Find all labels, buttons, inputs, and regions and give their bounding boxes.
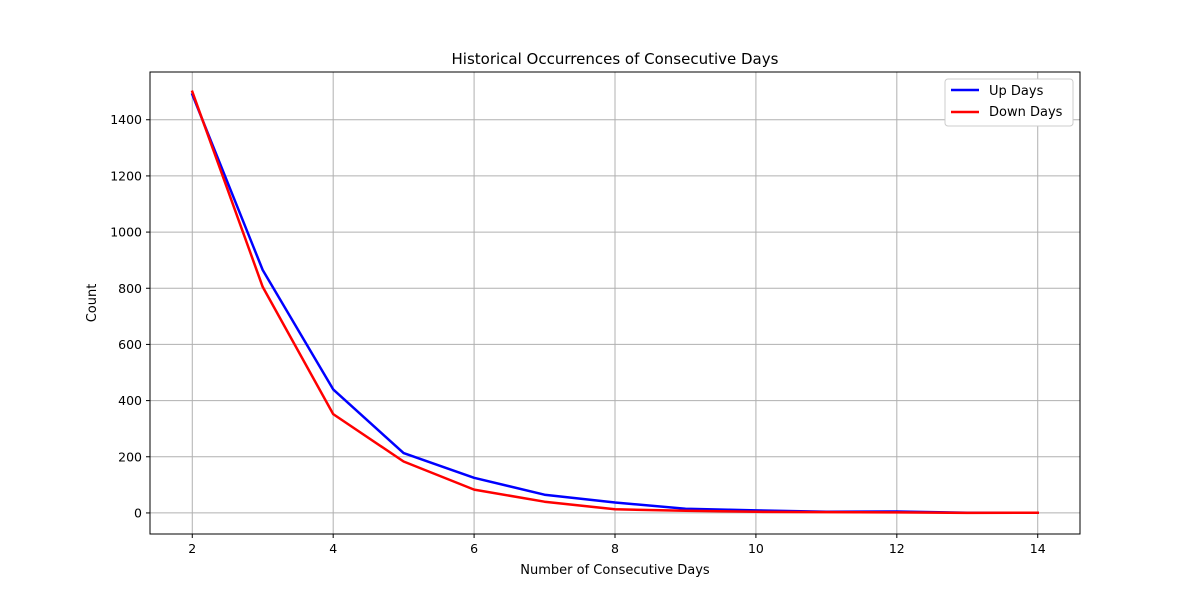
y-axis-label: Count [85, 284, 100, 323]
x-tick-label: 4 [329, 541, 337, 556]
x-axis-ticks: 2 4 6 8 10 12 14 [188, 534, 1046, 556]
series-lines [190, 90, 1039, 515]
y-tick-label: 600 [118, 337, 142, 352]
x-tick-label: 14 [1030, 541, 1046, 556]
x-tick-label: 2 [188, 541, 196, 556]
y-tick-label: 0 [134, 505, 142, 520]
y-tick-label: 200 [118, 449, 142, 464]
x-axis-label: Number of Consecutive Days [520, 563, 710, 578]
y-tick-label: 400 [118, 393, 142, 408]
chart-title: Historical Occurrences of Consecutive Da… [452, 50, 779, 68]
series-line-down-days [190, 90, 1039, 515]
y-tick-label: 1200 [110, 168, 142, 183]
x-tick-label: 8 [611, 541, 619, 556]
x-tick-label: 6 [470, 541, 478, 556]
y-tick-label: 1000 [110, 225, 142, 240]
y-axis-ticks: 0 200 400 600 800 1000 1200 1400 [110, 112, 150, 520]
y-tick-label: 1400 [110, 112, 142, 127]
legend: Up Days Down Days [944, 78, 1074, 127]
legend-label-down-days: Down Days [989, 105, 1063, 120]
x-tick-label: 10 [748, 541, 764, 556]
x-tick-label: 12 [889, 541, 905, 556]
y-tick-label: 800 [118, 281, 142, 296]
legend-label-up-days: Up Days [989, 84, 1044, 99]
